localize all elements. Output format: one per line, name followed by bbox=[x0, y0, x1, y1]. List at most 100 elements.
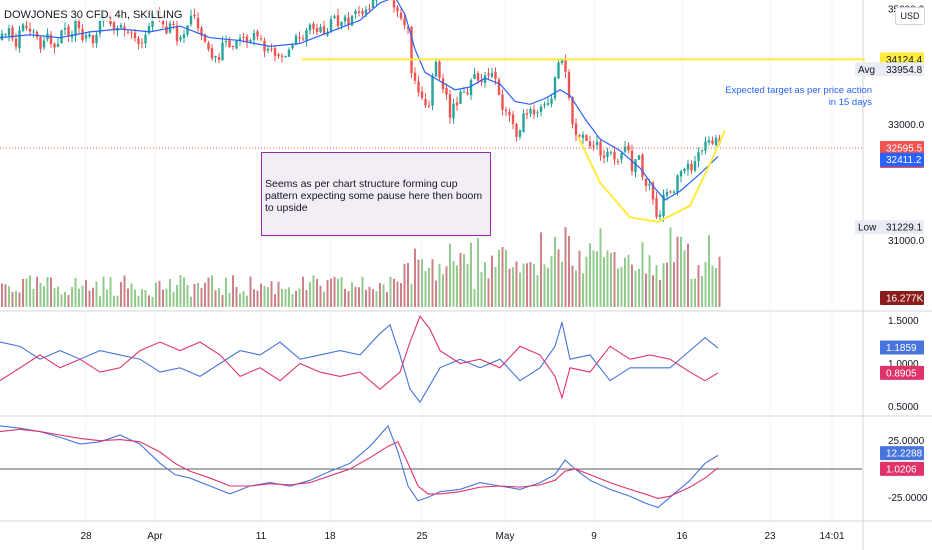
candle-body bbox=[326, 32, 329, 36]
candle bbox=[266, 45, 270, 54]
volume-bar bbox=[662, 263, 665, 307]
candle bbox=[371, 0, 375, 9]
volume-bar bbox=[235, 286, 238, 307]
candle bbox=[392, 0, 396, 13]
candle-body bbox=[711, 140, 714, 144]
indicator-1-tick-label: 1.0000 bbox=[888, 359, 919, 370]
candle-body bbox=[294, 35, 298, 45]
last-price-badge: 32595.5 bbox=[886, 144, 923, 155]
candle-body bbox=[434, 61, 438, 77]
candle-body bbox=[483, 75, 487, 84]
candle bbox=[214, 55, 217, 63]
candle bbox=[634, 158, 637, 178]
candle bbox=[553, 76, 557, 101]
volume-bar bbox=[372, 289, 374, 307]
volume-bar bbox=[687, 243, 689, 307]
candle bbox=[525, 108, 529, 120]
candle bbox=[609, 150, 613, 156]
candle-body bbox=[469, 80, 473, 96]
candle bbox=[508, 108, 511, 122]
volume-bar bbox=[211, 275, 213, 307]
volume-bar bbox=[701, 276, 703, 307]
volume-bar bbox=[375, 291, 378, 307]
candle-body bbox=[319, 27, 322, 32]
volume-bar bbox=[214, 290, 217, 307]
volume-bar bbox=[466, 264, 469, 307]
volume-bar bbox=[697, 265, 700, 307]
volume-bar bbox=[403, 263, 406, 307]
volume-bar bbox=[291, 294, 294, 307]
candle-body bbox=[473, 74, 476, 79]
candle-body bbox=[490, 73, 494, 77]
volume-bar bbox=[536, 275, 539, 307]
candle-body bbox=[410, 26, 413, 74]
candle bbox=[228, 37, 231, 48]
symbol-title[interactable]: DOWJONES 30 CFD, 4h, SKILLING bbox=[2, 9, 185, 21]
volume-bar bbox=[624, 257, 626, 307]
candle-body bbox=[515, 124, 518, 137]
candle-body bbox=[53, 43, 56, 48]
candle bbox=[42, 35, 46, 51]
candle bbox=[606, 147, 609, 163]
indicator-panel-2[interactable] bbox=[0, 424, 862, 509]
volume-bar bbox=[368, 286, 371, 307]
candle bbox=[39, 35, 42, 53]
volume-bar bbox=[550, 256, 553, 307]
price-tag-bg bbox=[855, 62, 880, 77]
volume-bar bbox=[74, 277, 77, 307]
candle bbox=[693, 155, 697, 173]
cup-curve[interactable] bbox=[577, 129, 726, 223]
candle bbox=[459, 89, 462, 105]
price-axis[interactable]: 35000.033000.031000.030000.01.50001.0000… bbox=[855, 5, 928, 504]
price-panel[interactable] bbox=[0, 0, 865, 223]
candle bbox=[518, 129, 522, 140]
volume-bar bbox=[641, 242, 644, 307]
volume-bar bbox=[571, 265, 574, 307]
volume-bar bbox=[309, 282, 311, 307]
indicator-1-tick-label: 0.5000 bbox=[888, 402, 919, 413]
volume-bar bbox=[494, 267, 497, 307]
volume-bar bbox=[407, 263, 409, 307]
volume-bar bbox=[365, 289, 367, 307]
candle-body bbox=[298, 37, 301, 39]
volume-bar bbox=[487, 278, 490, 307]
candle bbox=[343, 14, 347, 27]
candle bbox=[200, 25, 203, 41]
candle bbox=[273, 45, 277, 62]
time-axis[interactable]: 28 Apr 11 18 25 May 9 16 23 14:01 bbox=[80, 531, 845, 542]
price-badge-bg bbox=[880, 152, 924, 167]
volume-bar bbox=[36, 276, 38, 307]
candle-body bbox=[396, 7, 399, 12]
price-badge: 33954.8 bbox=[886, 65, 923, 76]
candle-body bbox=[340, 21, 343, 27]
candle bbox=[686, 159, 690, 176]
candle bbox=[469, 78, 473, 100]
candle-body bbox=[266, 48, 270, 51]
volume-bar bbox=[99, 296, 101, 307]
candle bbox=[539, 104, 543, 117]
candle-body bbox=[123, 26, 126, 31]
volume-bar bbox=[617, 268, 619, 307]
candle bbox=[91, 34, 95, 48]
price-badge: 31229.1 bbox=[886, 223, 923, 234]
target-annotation[interactable]: Expected target as per price action in 1… bbox=[700, 85, 872, 109]
volume-bar bbox=[358, 287, 360, 307]
indicator-panel-1[interactable] bbox=[0, 315, 719, 404]
candle-body bbox=[403, 18, 406, 26]
indicator-2-red-badge: 1.0206 bbox=[886, 464, 917, 475]
candle-body bbox=[399, 12, 403, 19]
currency-button[interactable]: USD bbox=[895, 7, 925, 25]
volume-bar bbox=[470, 242, 472, 307]
candle bbox=[333, 14, 336, 20]
candle bbox=[18, 26, 21, 53]
candle-body bbox=[637, 155, 641, 160]
volume-bar bbox=[491, 255, 493, 307]
note-annotation[interactable]: Seems as per chart structure forming cup… bbox=[261, 152, 491, 236]
candle bbox=[95, 31, 98, 48]
candle bbox=[483, 71, 487, 88]
volume-bar bbox=[197, 282, 199, 307]
candle bbox=[711, 136, 714, 146]
candle-body bbox=[60, 30, 63, 44]
volume-bar bbox=[253, 289, 255, 307]
